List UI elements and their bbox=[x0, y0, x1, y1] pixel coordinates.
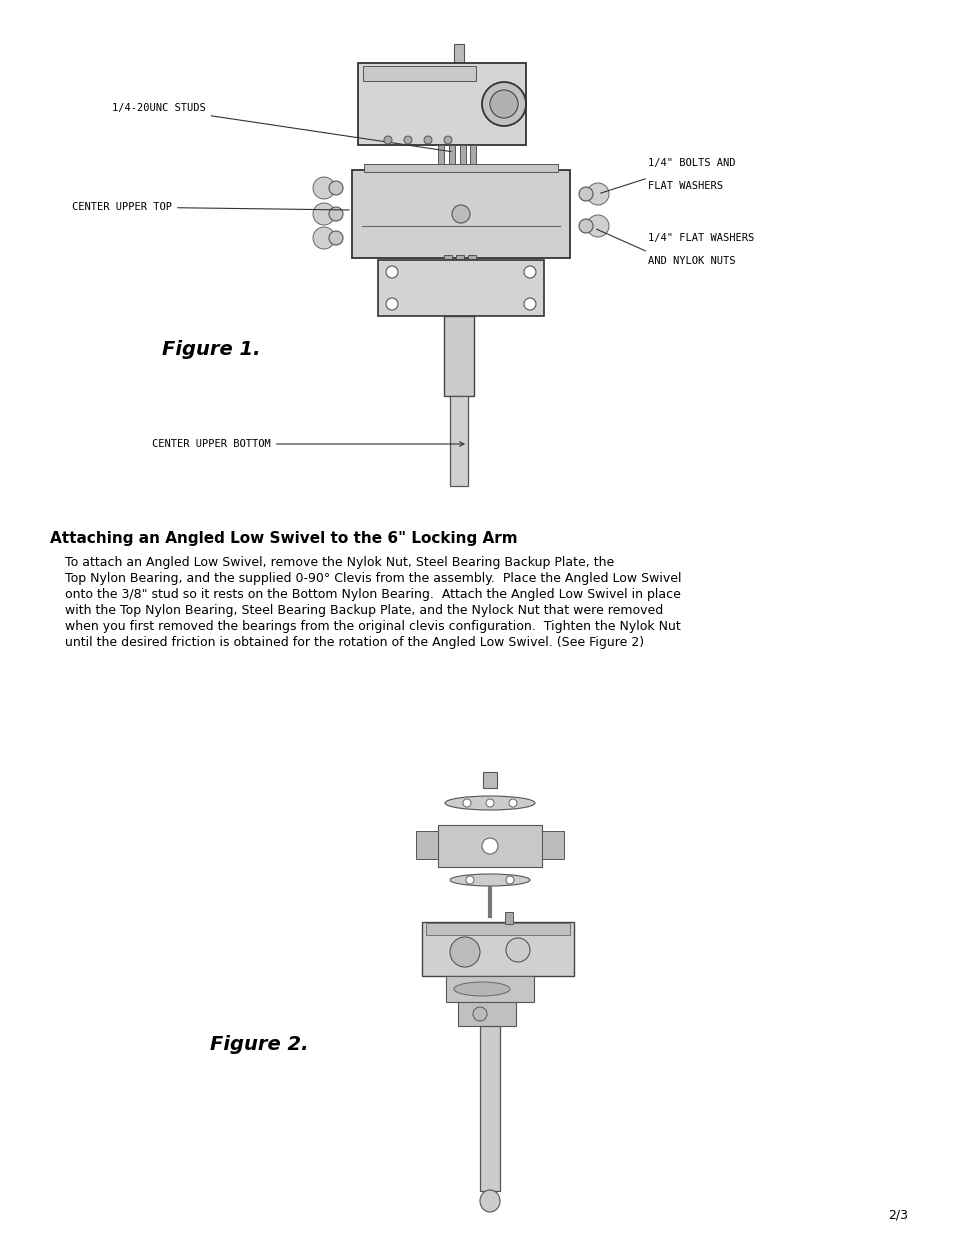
Bar bbox=[459, 144, 465, 165]
Circle shape bbox=[509, 799, 517, 806]
Text: 1/4" BOLTS AND: 1/4" BOLTS AND bbox=[647, 158, 735, 168]
Circle shape bbox=[505, 876, 514, 884]
Circle shape bbox=[329, 207, 343, 221]
Circle shape bbox=[423, 136, 432, 144]
Circle shape bbox=[386, 298, 397, 310]
Circle shape bbox=[578, 219, 593, 233]
Bar bbox=[377, 261, 543, 316]
Circle shape bbox=[523, 266, 536, 278]
Circle shape bbox=[523, 298, 536, 310]
Bar bbox=[541, 831, 563, 860]
Bar bbox=[437, 144, 443, 165]
Text: 1/4" FLAT WASHERS: 1/4" FLAT WASHERS bbox=[647, 233, 754, 243]
Bar bbox=[450, 396, 468, 487]
Bar bbox=[426, 923, 569, 935]
Ellipse shape bbox=[450, 874, 530, 885]
Bar bbox=[470, 144, 476, 165]
Circle shape bbox=[329, 231, 343, 245]
Ellipse shape bbox=[444, 797, 535, 810]
Circle shape bbox=[329, 182, 343, 195]
Bar bbox=[468, 254, 476, 266]
Text: onto the 3/8" stud so it rests on the Bottom Nylon Bearing.  Attach the Angled L: onto the 3/8" stud so it rests on the Bo… bbox=[65, 588, 680, 601]
Circle shape bbox=[452, 205, 470, 224]
Ellipse shape bbox=[454, 982, 510, 995]
Circle shape bbox=[481, 839, 497, 853]
Text: Figure 2.: Figure 2. bbox=[210, 1035, 308, 1053]
Circle shape bbox=[443, 136, 452, 144]
Circle shape bbox=[403, 136, 412, 144]
Text: Top Nylon Bearing, and the supplied 0-90° Clevis from the assembly.  Place the A: Top Nylon Bearing, and the supplied 0-90… bbox=[65, 572, 680, 585]
Circle shape bbox=[485, 799, 494, 806]
Bar bbox=[456, 254, 463, 266]
Bar bbox=[352, 170, 569, 258]
Bar bbox=[443, 254, 452, 266]
Bar bbox=[479, 1026, 499, 1191]
Bar bbox=[437, 825, 541, 867]
Bar bbox=[449, 144, 455, 165]
Circle shape bbox=[462, 799, 471, 806]
Circle shape bbox=[450, 937, 479, 967]
Bar bbox=[446, 976, 534, 1002]
Text: when you first removed the bearings from the original clevis configuration.  Tig: when you first removed the bearings from… bbox=[65, 620, 680, 634]
Bar bbox=[454, 44, 463, 65]
Bar bbox=[363, 65, 476, 82]
Circle shape bbox=[505, 939, 530, 962]
Bar bbox=[364, 164, 558, 172]
Text: 1/4-20UNC STUDS: 1/4-20UNC STUDS bbox=[112, 103, 451, 152]
Text: Attaching an Angled Low Swivel to the 6" Locking Arm: Attaching an Angled Low Swivel to the 6"… bbox=[50, 531, 517, 546]
Bar bbox=[504, 911, 513, 924]
Bar bbox=[457, 1002, 516, 1026]
Bar bbox=[482, 772, 497, 788]
Bar bbox=[416, 831, 437, 860]
Circle shape bbox=[578, 186, 593, 201]
Text: CENTER UPPER TOP: CENTER UPPER TOP bbox=[71, 203, 349, 212]
Text: FLAT WASHERS: FLAT WASHERS bbox=[647, 182, 722, 191]
Text: To attach an Angled Low Swivel, remove the Nylok Nut, Steel Bearing Backup Plate: To attach an Angled Low Swivel, remove t… bbox=[65, 556, 614, 569]
Circle shape bbox=[481, 82, 525, 126]
Circle shape bbox=[490, 90, 517, 119]
Circle shape bbox=[386, 266, 397, 278]
Circle shape bbox=[313, 177, 335, 199]
Circle shape bbox=[465, 876, 474, 884]
Circle shape bbox=[586, 215, 608, 237]
Bar bbox=[357, 63, 525, 144]
Text: until the desired friction is obtained for the rotation of the Angled Low Swivel: until the desired friction is obtained f… bbox=[65, 636, 643, 650]
Circle shape bbox=[313, 227, 335, 249]
Circle shape bbox=[384, 136, 392, 144]
Text: 2/3: 2/3 bbox=[887, 1208, 907, 1221]
Bar bbox=[421, 923, 574, 976]
Text: with the Top Nylon Bearing, Steel Bearing Backup Plate, and the Nylock Nut that : with the Top Nylon Bearing, Steel Bearin… bbox=[65, 604, 662, 618]
Text: AND NYLOK NUTS: AND NYLOK NUTS bbox=[647, 256, 735, 266]
Bar bbox=[443, 316, 474, 396]
Circle shape bbox=[313, 203, 335, 225]
Circle shape bbox=[473, 1007, 486, 1021]
Circle shape bbox=[586, 183, 608, 205]
Text: Figure 1.: Figure 1. bbox=[162, 340, 260, 359]
Ellipse shape bbox=[479, 1191, 499, 1212]
Text: CENTER UPPER BOTTOM: CENTER UPPER BOTTOM bbox=[152, 438, 463, 450]
